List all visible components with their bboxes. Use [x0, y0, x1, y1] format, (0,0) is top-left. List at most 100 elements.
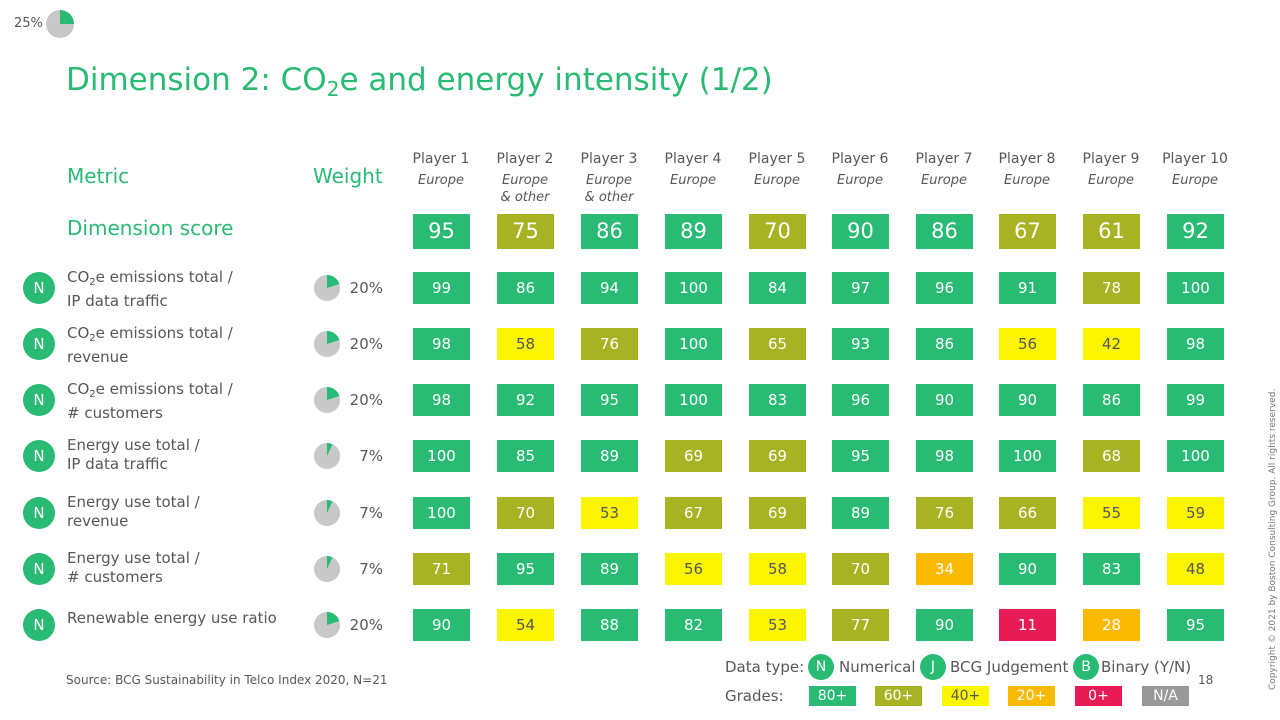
- legend-type-text: BCG Judgement: [950, 658, 1069, 676]
- player-name: Player 10: [1162, 151, 1228, 167]
- metric-label-subscript: 2: [89, 277, 96, 288]
- score-cell: 86: [1083, 384, 1140, 416]
- score-cell: 42: [1083, 328, 1140, 360]
- grade-swatch: N/A: [1142, 686, 1189, 706]
- player-header: Player 5 Europe: [735, 150, 819, 189]
- metric-label-text: Energy use total /: [67, 436, 200, 454]
- player-name: Player 2: [496, 151, 554, 167]
- player-region: Europe & other: [584, 173, 634, 205]
- score-cell: 69: [749, 440, 806, 472]
- score-cell: 76: [916, 497, 973, 529]
- metric-header: Metric: [67, 164, 130, 188]
- metric-label-text: e emissions total /: [95, 268, 233, 286]
- score-cell: 88: [581, 609, 638, 641]
- score-cell: 69: [749, 497, 806, 529]
- score-cell: 71: [413, 553, 470, 585]
- metric-label-text: CO: [67, 268, 90, 286]
- weight-pie-icon: [314, 556, 340, 582]
- data-type-badge: N: [23, 272, 55, 304]
- metric-label: CO2e emissions total / IP data traffic: [67, 268, 233, 311]
- progress-pie-icon: [46, 10, 74, 38]
- pie-slice: [327, 556, 333, 569]
- score-cell: 93: [832, 328, 889, 360]
- metric-label-text: Energy use total /: [67, 549, 200, 567]
- player-name: Player 9: [1082, 151, 1140, 167]
- data-type-badge: N: [23, 497, 55, 529]
- player-region: Europe: [1003, 173, 1050, 188]
- weight-value: 20%: [349, 335, 383, 353]
- player-name: Player 1: [412, 151, 470, 167]
- player-header: Player 3 Europe & other: [567, 150, 651, 206]
- score-cell: 58: [497, 328, 554, 360]
- dimension-score-cell: 86: [916, 214, 973, 249]
- score-cell: 100: [665, 328, 722, 360]
- metric-label-line1: Energy use total /: [67, 436, 200, 455]
- score-cell: 99: [413, 272, 470, 304]
- score-cell: 90: [916, 609, 973, 641]
- weight-pie-icon: [314, 500, 340, 526]
- score-cell: 85: [497, 440, 554, 472]
- weight-header: Weight: [313, 164, 383, 188]
- weight-value: 7%: [359, 504, 383, 522]
- grade-swatch: 20+: [1008, 686, 1055, 706]
- pie-slice: [327, 443, 333, 456]
- player-header: Player 10 Europe: [1153, 150, 1237, 189]
- score-cell: 97: [832, 272, 889, 304]
- player-name: Player 5: [748, 151, 806, 167]
- legend-type-badge: B: [1073, 654, 1099, 680]
- data-type-badge: N: [23, 384, 55, 416]
- dimension-score-cell: 67: [999, 214, 1056, 249]
- score-cell: 86: [497, 272, 554, 304]
- score-cell: 11: [999, 609, 1056, 641]
- score-cell: 98: [916, 440, 973, 472]
- metric-label-line1: CO2e emissions total /: [67, 324, 233, 348]
- player-name: Player 8: [998, 151, 1056, 167]
- source-note: Source: BCG Sustainability in Telco Inde…: [66, 673, 388, 687]
- dimension-score-label: Dimension score: [67, 216, 234, 240]
- pie-slice: [60, 10, 74, 24]
- dimension-score-cell: 95: [413, 214, 470, 249]
- score-cell: 89: [581, 553, 638, 585]
- grade-swatch: 0+: [1075, 686, 1122, 706]
- metric-label-line1: Energy use total /: [67, 549, 200, 568]
- metric-label-line2: # customers: [67, 404, 163, 422]
- score-cell: 100: [665, 272, 722, 304]
- pie-slice: [327, 275, 340, 288]
- score-cell: 56: [665, 553, 722, 585]
- score-cell: 53: [749, 609, 806, 641]
- dimension-score-cell: 86: [581, 214, 638, 249]
- score-cell: 28: [1083, 609, 1140, 641]
- player-header: Player 9 Europe: [1069, 150, 1153, 189]
- metric-label-line1: CO2e emissions total /: [67, 380, 233, 404]
- data-type-badge: N: [23, 553, 55, 585]
- metric-label-line2: revenue: [67, 512, 129, 530]
- metric-label-line2: # customers: [67, 568, 163, 586]
- score-cell: 83: [749, 384, 806, 416]
- player-header: Player 1 Europe: [399, 150, 483, 189]
- score-cell: 54: [497, 609, 554, 641]
- score-cell: 48: [1167, 553, 1224, 585]
- score-cell: 99: [1167, 384, 1224, 416]
- score-cell: 96: [832, 384, 889, 416]
- score-cell: 90: [999, 553, 1056, 585]
- legend-type-text: Numerical: [839, 658, 916, 676]
- player-header: Player 7 Europe: [902, 150, 986, 189]
- score-cell: 95: [497, 553, 554, 585]
- metric-label-line1: Energy use total /: [67, 493, 200, 512]
- score-cell: 100: [665, 384, 722, 416]
- player-header: Player 2 Europe & other: [483, 150, 567, 206]
- dimension-score-cell: 70: [749, 214, 806, 249]
- metric-label-line2: IP data traffic: [67, 455, 168, 473]
- score-cell: 68: [1083, 440, 1140, 472]
- data-type-badge: N: [23, 609, 55, 641]
- metric-label-line2: revenue: [67, 348, 129, 366]
- score-cell: 82: [665, 609, 722, 641]
- player-region: Europe: [920, 173, 967, 188]
- data-type-badge: N: [23, 440, 55, 472]
- grade-swatch: 80+: [809, 686, 856, 706]
- legend-type-text: Binary (Y/N): [1101, 658, 1192, 676]
- metric-label-line1: Renewable energy use ratio: [67, 609, 277, 628]
- score-cell: 96: [916, 272, 973, 304]
- score-cell: 86: [916, 328, 973, 360]
- score-cell: 100: [413, 497, 470, 529]
